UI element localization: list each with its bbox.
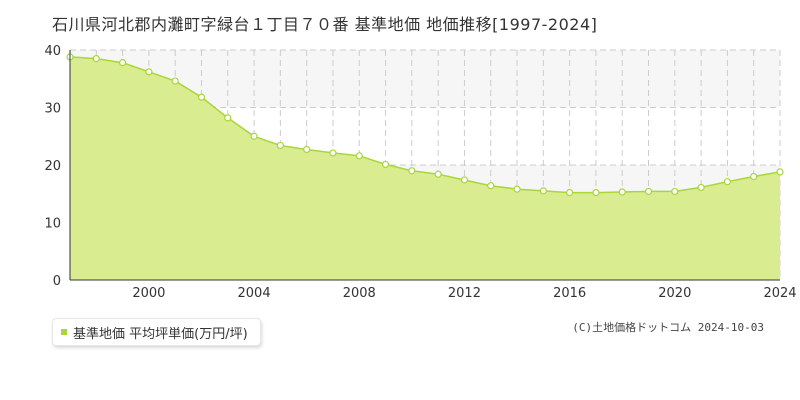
- data-point: [250, 132, 258, 140]
- series-line: [69, 56, 781, 194]
- data-point: [566, 189, 574, 197]
- tick-labels: 0 10 20 30 40 2000 2004 2008 2012 2016 2020 2024: [44, 44, 796, 301]
- data-point: [644, 187, 653, 196]
- data-point: [303, 145, 311, 154]
- x-tick-label: 2008: [343, 286, 376, 301]
- y-tick-label: 10: [44, 217, 61, 232]
- data-point: [513, 185, 521, 193]
- data-point: [197, 93, 206, 101]
- data-point: [276, 141, 284, 150]
- data-point: [381, 160, 390, 169]
- data-point: [434, 170, 442, 178]
- data-point: [723, 178, 732, 186]
- x-tick-label: 2020: [658, 286, 691, 301]
- data-point: [329, 149, 337, 157]
- data-point: [460, 176, 469, 184]
- series-points: [66, 53, 784, 197]
- data-point: [355, 152, 363, 160]
- data-point: [618, 188, 626, 196]
- series-area: [70, 56, 780, 281]
- x-tick-label: 2000: [132, 286, 165, 301]
- data-point: [224, 114, 232, 122]
- data-point: [145, 68, 153, 76]
- x-tick-label: 2016: [553, 286, 586, 301]
- x-tick-label: 2004: [238, 286, 271, 301]
- data-point: [408, 167, 416, 175]
- data-point: [118, 59, 127, 67]
- data-point: [697, 183, 705, 192]
- data-point: [592, 189, 600, 197]
- x-tick-label: 2024: [763, 286, 796, 301]
- data-point: [776, 168, 784, 176]
- copyright-text: (C)土地価格ドットコム 2024-10-03: [572, 321, 764, 334]
- y-tick-label: 30: [44, 102, 61, 117]
- legend-swatch: [61, 329, 67, 335]
- y-tick-label: 40: [44, 44, 61, 59]
- legend-label: 基準地価 平均坪単価(万円/坪): [73, 326, 248, 342]
- data-point: [171, 77, 179, 85]
- x-tick-label: 2012: [448, 286, 481, 301]
- y-tick-label: 0: [53, 274, 61, 289]
- legend: 基準地価 平均坪単価(万円/坪): [52, 318, 261, 346]
- chart-title: 石川県河北郡内灘町字緑台１丁目７０番 基準地価 地価推移[1997-2024]: [52, 15, 598, 34]
- axes: [69, 50, 780, 281]
- data-point: [750, 172, 758, 181]
- data-point: [92, 55, 100, 63]
- data-point: [539, 187, 547, 195]
- data-point: [671, 187, 679, 196]
- data-point: [487, 182, 495, 190]
- y-tick-label: 20: [44, 159, 61, 174]
